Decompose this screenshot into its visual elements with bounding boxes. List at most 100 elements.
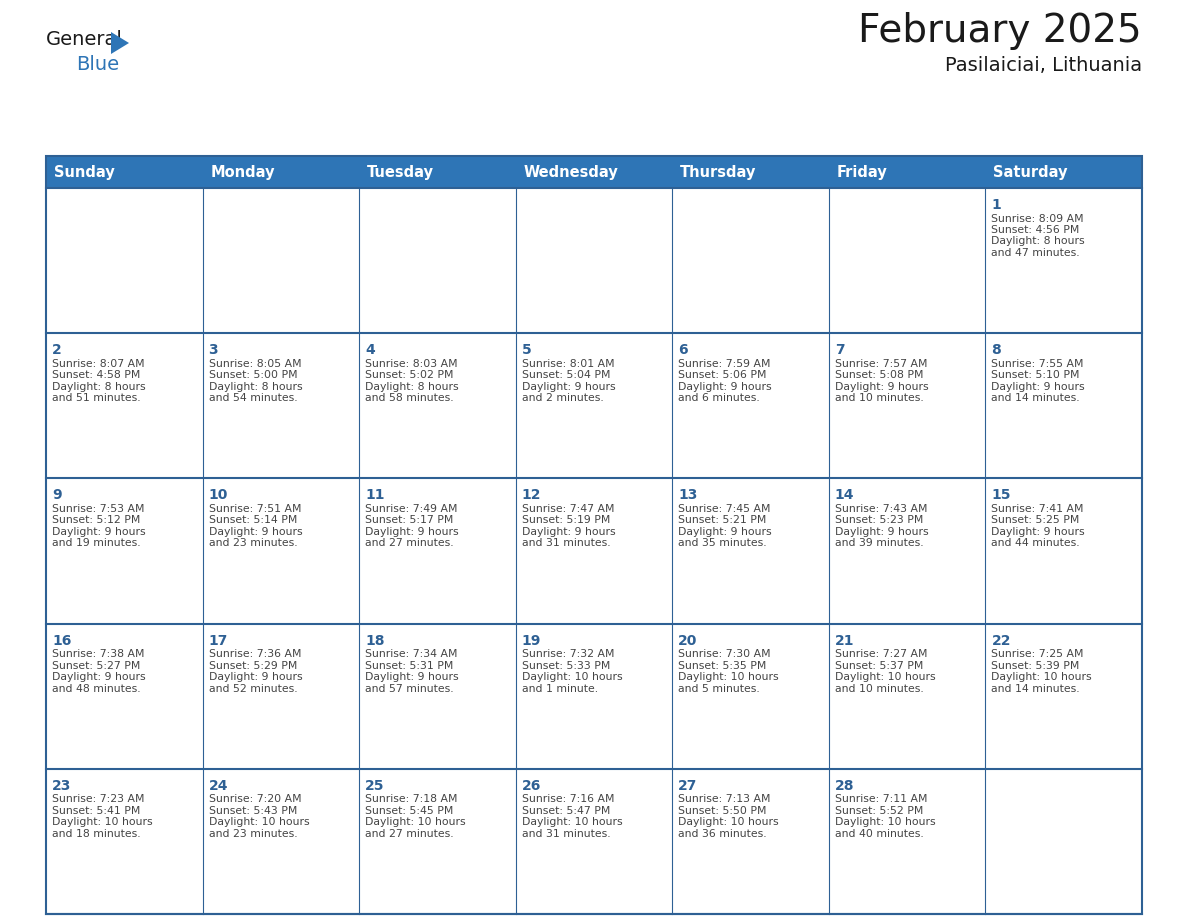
Text: Sunset: 5:23 PM: Sunset: 5:23 PM	[835, 515, 923, 525]
Text: 15: 15	[992, 488, 1011, 502]
Text: Daylight: 9 hours: Daylight: 9 hours	[209, 672, 302, 682]
Text: and 6 minutes.: and 6 minutes.	[678, 393, 760, 403]
Text: 24: 24	[209, 778, 228, 793]
Text: 11: 11	[365, 488, 385, 502]
Text: and 47 minutes.: and 47 minutes.	[992, 248, 1080, 258]
Text: Pasilaiciai, Lithuania: Pasilaiciai, Lithuania	[944, 56, 1142, 75]
Text: 5: 5	[522, 343, 531, 357]
Text: Sunrise: 7:53 AM: Sunrise: 7:53 AM	[52, 504, 145, 514]
Text: 6: 6	[678, 343, 688, 357]
Text: and 40 minutes.: and 40 minutes.	[835, 829, 923, 839]
Text: Daylight: 9 hours: Daylight: 9 hours	[992, 382, 1085, 392]
Text: Sunday: Sunday	[53, 164, 114, 180]
Text: Sunset: 5:45 PM: Sunset: 5:45 PM	[365, 806, 454, 816]
Text: Daylight: 9 hours: Daylight: 9 hours	[835, 382, 929, 392]
Text: Sunset: 5:47 PM: Sunset: 5:47 PM	[522, 806, 611, 816]
Text: 18: 18	[365, 633, 385, 647]
Text: Sunset: 5:31 PM: Sunset: 5:31 PM	[365, 661, 454, 671]
Text: 26: 26	[522, 778, 541, 793]
Text: Sunrise: 7:20 AM: Sunrise: 7:20 AM	[209, 794, 302, 804]
Text: Sunrise: 7:16 AM: Sunrise: 7:16 AM	[522, 794, 614, 804]
Text: Daylight: 10 hours: Daylight: 10 hours	[835, 672, 935, 682]
Text: Sunrise: 7:57 AM: Sunrise: 7:57 AM	[835, 359, 928, 369]
Text: Daylight: 9 hours: Daylight: 9 hours	[992, 527, 1085, 537]
Text: Sunset: 5:08 PM: Sunset: 5:08 PM	[835, 370, 923, 380]
Text: and 48 minutes.: and 48 minutes.	[52, 684, 140, 694]
Text: Blue: Blue	[76, 55, 119, 74]
Text: Sunrise: 8:09 AM: Sunrise: 8:09 AM	[992, 214, 1085, 223]
Text: Daylight: 10 hours: Daylight: 10 hours	[678, 817, 779, 827]
Bar	[46, 156, 1142, 914]
Text: Sunset: 5:21 PM: Sunset: 5:21 PM	[678, 515, 766, 525]
Text: Daylight: 10 hours: Daylight: 10 hours	[209, 817, 309, 827]
Text: Daylight: 9 hours: Daylight: 9 hours	[522, 382, 615, 392]
Text: 8: 8	[992, 343, 1001, 357]
Text: 27: 27	[678, 778, 697, 793]
Text: Sunset: 4:56 PM: Sunset: 4:56 PM	[992, 225, 1080, 235]
Text: 21: 21	[835, 633, 854, 647]
Text: 14: 14	[835, 488, 854, 502]
Text: and 27 minutes.: and 27 minutes.	[365, 829, 454, 839]
Text: 12: 12	[522, 488, 542, 502]
Text: Friday: Friday	[836, 164, 887, 180]
Text: Sunset: 5:02 PM: Sunset: 5:02 PM	[365, 370, 454, 380]
Text: Sunrise: 7:55 AM: Sunrise: 7:55 AM	[992, 359, 1083, 369]
Text: 3: 3	[209, 343, 219, 357]
Text: Daylight: 9 hours: Daylight: 9 hours	[365, 672, 459, 682]
Text: and 14 minutes.: and 14 minutes.	[992, 684, 1080, 694]
Text: Sunset: 5:00 PM: Sunset: 5:00 PM	[209, 370, 297, 380]
Text: February 2025: February 2025	[859, 12, 1142, 50]
Text: 19: 19	[522, 633, 541, 647]
Text: Sunrise: 8:05 AM: Sunrise: 8:05 AM	[209, 359, 302, 369]
Polygon shape	[110, 32, 129, 54]
Text: Daylight: 9 hours: Daylight: 9 hours	[522, 527, 615, 537]
Text: Thursday: Thursday	[680, 164, 757, 180]
Text: Sunrise: 8:01 AM: Sunrise: 8:01 AM	[522, 359, 614, 369]
Text: Sunset: 5:17 PM: Sunset: 5:17 PM	[365, 515, 454, 525]
Text: 17: 17	[209, 633, 228, 647]
Text: and 10 minutes.: and 10 minutes.	[835, 684, 923, 694]
Text: Sunset: 5:52 PM: Sunset: 5:52 PM	[835, 806, 923, 816]
Text: and 18 minutes.: and 18 minutes.	[52, 829, 140, 839]
Text: Sunrise: 7:11 AM: Sunrise: 7:11 AM	[835, 794, 928, 804]
Text: Daylight: 9 hours: Daylight: 9 hours	[835, 527, 929, 537]
Text: and 54 minutes.: and 54 minutes.	[209, 393, 297, 403]
Text: Sunset: 5:39 PM: Sunset: 5:39 PM	[992, 661, 1080, 671]
Text: 10: 10	[209, 488, 228, 502]
Text: Daylight: 9 hours: Daylight: 9 hours	[678, 382, 772, 392]
Text: Daylight: 9 hours: Daylight: 9 hours	[52, 527, 146, 537]
Text: Daylight: 10 hours: Daylight: 10 hours	[678, 672, 779, 682]
Text: and 39 minutes.: and 39 minutes.	[835, 538, 923, 548]
Text: Sunset: 5:19 PM: Sunset: 5:19 PM	[522, 515, 611, 525]
Text: and 57 minutes.: and 57 minutes.	[365, 684, 454, 694]
Text: 7: 7	[835, 343, 845, 357]
Text: Sunset: 5:29 PM: Sunset: 5:29 PM	[209, 661, 297, 671]
Text: Daylight: 10 hours: Daylight: 10 hours	[522, 817, 623, 827]
Text: Sunrise: 7:36 AM: Sunrise: 7:36 AM	[209, 649, 301, 659]
Text: and 23 minutes.: and 23 minutes.	[209, 538, 297, 548]
Text: 16: 16	[52, 633, 71, 647]
Text: and 14 minutes.: and 14 minutes.	[992, 393, 1080, 403]
Text: Sunrise: 7:41 AM: Sunrise: 7:41 AM	[992, 504, 1083, 514]
Text: and 19 minutes.: and 19 minutes.	[52, 538, 140, 548]
Text: Sunset: 5:41 PM: Sunset: 5:41 PM	[52, 806, 140, 816]
Text: Sunrise: 7:47 AM: Sunrise: 7:47 AM	[522, 504, 614, 514]
Text: Sunrise: 7:32 AM: Sunrise: 7:32 AM	[522, 649, 614, 659]
Text: Daylight: 8 hours: Daylight: 8 hours	[365, 382, 459, 392]
Text: and 36 minutes.: and 36 minutes.	[678, 829, 767, 839]
Text: Daylight: 9 hours: Daylight: 9 hours	[52, 672, 146, 682]
Text: Sunset: 5:06 PM: Sunset: 5:06 PM	[678, 370, 766, 380]
Text: Sunrise: 7:59 AM: Sunrise: 7:59 AM	[678, 359, 771, 369]
Text: Sunrise: 8:03 AM: Sunrise: 8:03 AM	[365, 359, 457, 369]
Text: Daylight: 8 hours: Daylight: 8 hours	[209, 382, 302, 392]
Text: Wednesday: Wednesday	[524, 164, 618, 180]
Text: Daylight: 9 hours: Daylight: 9 hours	[678, 527, 772, 537]
Text: Sunset: 5:10 PM: Sunset: 5:10 PM	[992, 370, 1080, 380]
Text: 4: 4	[365, 343, 375, 357]
Text: and 1 minute.: and 1 minute.	[522, 684, 598, 694]
Text: Sunset: 5:14 PM: Sunset: 5:14 PM	[209, 515, 297, 525]
Text: Sunrise: 7:51 AM: Sunrise: 7:51 AM	[209, 504, 301, 514]
Text: 2: 2	[52, 343, 62, 357]
Text: Sunrise: 7:18 AM: Sunrise: 7:18 AM	[365, 794, 457, 804]
Text: Daylight: 10 hours: Daylight: 10 hours	[52, 817, 152, 827]
